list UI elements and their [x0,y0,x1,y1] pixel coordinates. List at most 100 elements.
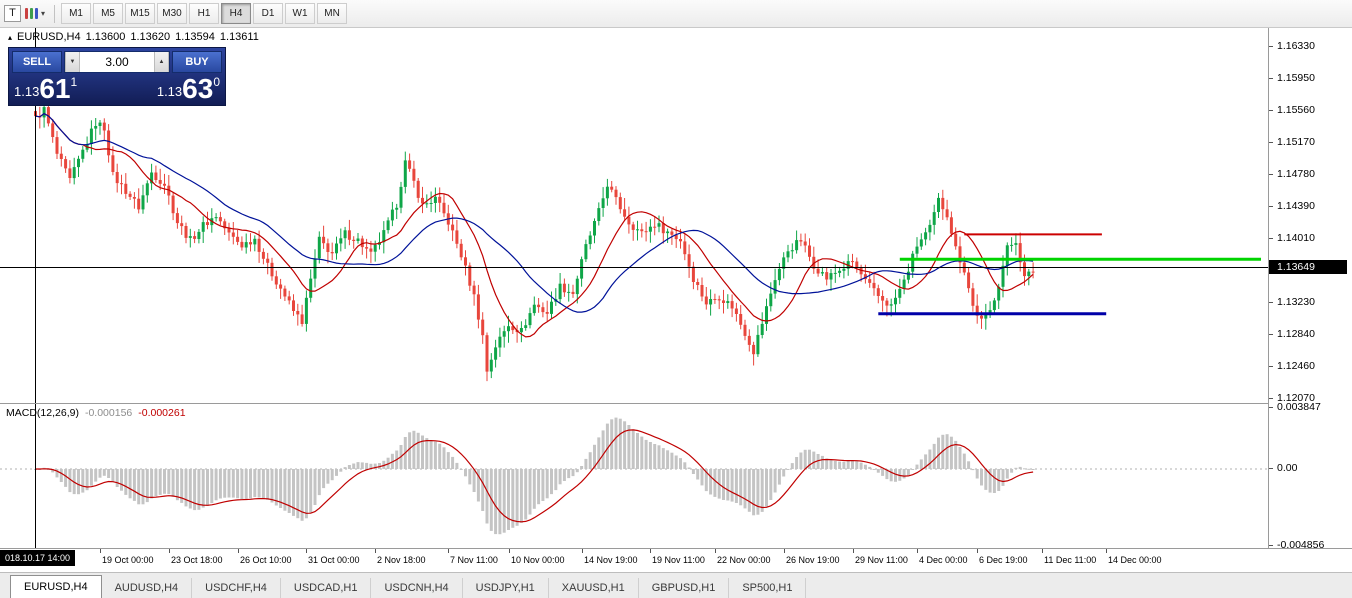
quote-low: 1.13594 [175,31,215,43]
chart-tab-usdchf-h4[interactable]: USDCHF,H4 [192,578,281,598]
volume-input[interactable] [80,52,154,72]
time-axis-tick [784,549,785,553]
time-axis-tick [917,549,918,553]
price-axis-tick [1269,110,1273,111]
time-axis-tick [582,549,583,553]
timeframe-button-m1[interactable]: M1 [61,3,92,24]
macd-signal-value: -0.000261 [138,407,186,419]
triangle-icon: ▴ [8,33,13,42]
crayon-red-icon [25,8,28,19]
price-axis-tick [1269,302,1273,303]
time-axis-label: 6 Dec 19:00 [979,555,1028,565]
price-axis-label: 1.14780 [1277,168,1315,180]
price-chart[interactable]: ▴ EURUSD,H4 1.13600 1.13620 1.13594 1.13611 S… [0,28,1268,403]
price-axis-tick [1269,206,1273,207]
time-axis[interactable]: 19 Oct 00:00 23 Oct 18:00 26 Oct 10:00 31 O… [0,548,1352,572]
time-axis-tick [853,549,854,553]
timeframe-button-m30[interactable]: M30 [157,3,188,24]
candles-layer [34,96,1035,382]
macd-indicator-label: MACD(12,26,9) -0.000156 -0.000261 [6,407,186,419]
time-axis-tick [100,549,101,553]
time-axis-tick [509,549,510,553]
crosshair-price-badge: 1.13649 [1269,260,1347,274]
price-axis-tick [1269,46,1273,47]
price-axis-tick [1269,398,1273,399]
macd-signal-line [35,429,1034,523]
toolbar-separator [54,4,56,23]
price-axis-label: 1.15560 [1277,104,1315,116]
volume-decrease-button[interactable]: ▼ [65,52,80,72]
buy-button[interactable]: BUY [172,51,222,73]
timeframe-button-m15[interactable]: M15 [125,3,156,24]
time-axis-tick [1042,549,1043,553]
time-axis-label: 19 Nov 11:00 [652,555,705,565]
macd-axis-tick [1269,545,1273,546]
price-axis-tick [1269,174,1273,175]
timeframe-button-m5[interactable]: M5 [93,3,124,24]
crayon-blue-icon [35,8,38,19]
time-axis-label: 7 Nov 11:00 [450,555,498,565]
time-axis-tick [977,549,978,553]
macd-panel[interactable]: MACD(12,26,9) -0.000156 -0.000261 [0,403,1268,549]
chart-tab-eurusd-h4[interactable]: EURUSD,H4 [10,575,102,598]
time-axis-label: 19 Oct 00:00 [102,555,154,565]
chart-tab-gbpusd-h1[interactable]: GBPUSD,H1 [639,578,730,598]
time-axis-tick [306,549,307,553]
price-axis-label: 1.12840 [1277,328,1315,340]
macd-axis-tick [1269,407,1273,408]
price-axis[interactable]: 1.16330 1.15950 1.15560 1.15170 1.14780 1.143… [1268,28,1352,551]
volume-stepper: ▼ ▲ [64,51,170,73]
ma-slow-line[interactable] [35,112,1034,313]
sell-price[interactable]: 1.13 61 1 [14,73,77,104]
chart-tab-usdjpy-h1[interactable]: USDJPY,H1 [463,578,549,598]
timeframe-button-mn[interactable]: MN [317,3,348,24]
timeframe-button-h1[interactable]: H1 [189,3,220,24]
macd-value: -0.000156 [84,407,133,419]
timeframe-button-w1[interactable]: W1 [285,3,316,24]
price-axis-tick [1269,78,1273,79]
price-axis-tick [1269,238,1273,239]
buy-price-prefix: 1.13 [156,84,183,99]
down-arrow-icon: ▼ [69,59,76,65]
price-axis-tick [1269,142,1273,143]
time-axis-tick [375,549,376,553]
volume-increase-button[interactable]: ▲ [154,52,169,72]
chart-template-icon[interactable]: T [4,4,21,24]
buy-price-pip: 0 [213,75,220,89]
drawing-tools-icon[interactable]: ▾ [24,4,45,24]
dropdown-arrow-icon: ▾ [41,9,46,18]
time-axis-tick [715,549,716,553]
time-axis-label: 22 Nov 00:00 [717,555,771,565]
crosshair-date-badge: 018.10.17 14:00 [0,550,76,566]
price-axis-tick [1269,334,1273,335]
chart-tab-usdcnh-h4[interactable]: USDCNH,H4 [371,578,463,598]
time-axis-label: 10 Nov 00:00 [511,555,565,565]
price-axis-label: 1.15170 [1277,136,1315,148]
chart-tab-audusd-h4[interactable]: AUDUSD,H4 [102,578,193,598]
macd-histogram [34,417,1035,535]
timeframe-button-d1[interactable]: D1 [253,3,284,24]
price-axis-label: 1.14010 [1277,232,1315,244]
time-axis-label: 31 Oct 00:00 [308,555,360,565]
ma-fast-line[interactable] [35,112,1034,338]
timeframe-button-h4[interactable]: H4 [221,3,252,24]
sell-button[interactable]: SELL [12,51,62,73]
time-axis-tick [650,549,651,553]
buy-price[interactable]: 1.13 63 0 [156,75,220,103]
time-axis-label: 2 Nov 18:00 [377,555,426,565]
macd-canvas [0,404,1268,549]
price-axis-label: 1.12070 [1277,392,1315,404]
time-axis-label: 4 Dec 00:00 [919,555,968,565]
chart-tab-sp500-h1[interactable]: SP500,H1 [729,578,807,598]
price-axis-label: 1.16330 [1277,40,1315,52]
time-axis-label: 11 Dec 11:00 [1044,555,1097,565]
chart-tab-usdcad-h1[interactable]: USDCAD,H1 [281,578,372,598]
time-axis-label: 14 Dec 00:00 [1108,555,1162,565]
time-axis-tick [238,549,239,553]
up-arrow-icon: ▲ [158,59,165,65]
macd-axis-label: 0.003847 [1277,401,1321,413]
sell-price-big: 61 [39,73,71,104]
chart-tab-xauusd-h1[interactable]: XAUUSD,H1 [549,578,639,598]
quote-open: 1.13600 [85,31,126,43]
chart-template-letter: T [4,5,21,22]
